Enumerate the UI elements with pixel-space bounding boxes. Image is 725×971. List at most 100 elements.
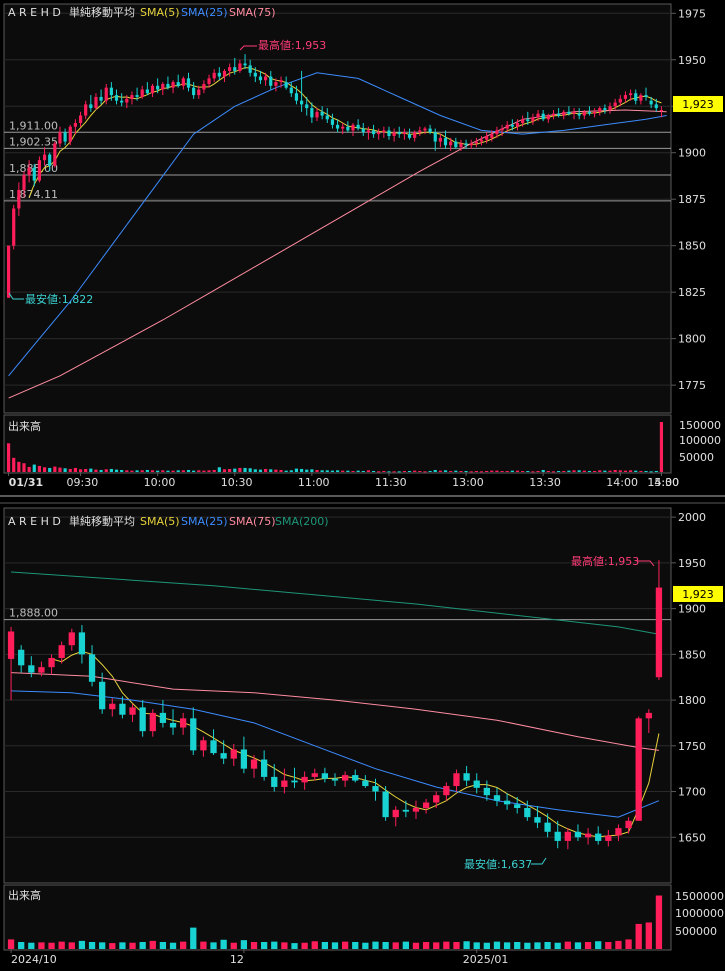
intraday-volume-tick-1: 150000 [679,419,721,432]
i-candle-body [279,80,283,83]
d-candle-body [311,773,318,777]
d-volume-bar [240,940,248,949]
i-volume-bar [387,471,391,473]
i-candle-body [258,76,263,81]
daily-legend-sma200: SMA(200) [275,515,329,528]
d-candle-body [210,740,217,754]
daily-reference-line: 1,888.00 [4,607,671,621]
intraday-high-label: 最高値:1,953 [258,38,326,52]
i-time-label-0: 01/31 [9,476,44,489]
i-volume-bar [469,471,473,473]
d-volume-bar [109,943,116,949]
i-candle-body [125,98,129,103]
i-candle-body [593,111,597,114]
d-price-tick-5: 1750 [678,740,706,753]
i-candle-body [608,106,612,110]
i-volume-bar [207,470,211,472]
d-volume-bar [615,940,622,949]
d-candle-body [78,632,86,655]
d-volume-bar [220,939,227,949]
i-volume-bar [474,470,478,472]
d-volume-bar [453,941,460,949]
i-volume-bar [289,470,293,472]
i-ref-label-3: 1,874.11 [9,188,58,201]
d-candle-body [129,707,136,715]
i-time-label-7: 13:30 [529,476,561,489]
i-candle-body [407,134,412,138]
d-candle-body [169,722,177,728]
d-volume-bar [382,941,389,949]
i-candle-body [521,119,525,123]
i-candle-body [73,122,77,127]
i-volume-bar [351,470,355,472]
d-volume-bar [524,942,531,949]
i-volume-bar [299,468,304,472]
d-candle-body [402,809,409,812]
d-candle-body [149,712,156,732]
d-candle-body [392,809,399,818]
i-candle-body [145,89,149,94]
i-price-tick-4: 1875 [678,193,706,206]
i-candle-body [335,124,340,129]
d-candle-body [544,822,551,832]
i-candle-body [449,141,453,146]
i-candle-body [289,87,293,94]
d-volume-bar [412,942,420,949]
intraday-volume-frame [3,414,672,474]
i-volume-bar [274,469,278,472]
d-candle-body [139,707,146,732]
daily-current-price-tag [673,586,723,602]
d-candle-body [433,795,440,803]
i-volume-bar [89,468,93,472]
i-time-label-1: 09:30 [67,476,99,489]
d-volume-bar [88,941,96,949]
intraday-candles [6,54,664,298]
intraday-legend-sma25: SMA(25) [181,6,228,19]
i-candle-body [171,82,175,88]
i-volume-bar [248,468,252,472]
i-volume-bar [94,469,98,472]
d-candle-body [230,749,237,759]
i-price-tick-7: 1800 [678,333,706,346]
i-volume-bar [217,467,221,472]
d-volume-bar [433,942,440,949]
i-volume-bar [212,469,216,472]
d-volume-bar [503,942,511,949]
i-candle-body [526,119,530,122]
d-volume-bar [180,941,187,949]
i-candle-body [346,126,350,131]
i-candle-body [515,122,520,127]
i-candle-body [577,113,581,116]
i-volume-bar [161,470,165,472]
d-price-tick-3: 1850 [678,648,706,661]
i-candle-body [320,111,324,116]
i-time-label-9: 14:30 [647,476,679,489]
d-candle-body [200,740,207,751]
i-volume-bar [145,469,149,472]
i-volume-bar [546,470,550,472]
i-volume-bar [618,470,622,472]
d-volume-bar [18,941,25,949]
daily-volume-bars [7,895,663,949]
daily-plot-frame [3,507,672,884]
i-candle-body [181,78,185,86]
i-volume-bar [222,469,227,472]
i-volume-bar [150,470,155,472]
d-candle-body [109,703,116,710]
intraday-legend-ticker: A R E H D [8,6,61,19]
i-candle-body [536,113,540,118]
i-candle-body [567,111,571,114]
d-price-tick-6: 1700 [678,786,706,799]
i-candle-body [562,111,566,116]
i-time-label-10: 15:00 [647,476,679,489]
i-volume-bar [536,470,540,472]
i-volume-bar [32,464,36,472]
i-volume-bar [135,470,139,472]
d-volume-bar [544,941,551,949]
i-volume-bar [109,468,113,472]
i-volume-bar [84,468,88,472]
d-volume-bar [635,923,642,949]
i-volume-bar [608,470,612,472]
intraday-volume-tick-3: 50000 [679,451,714,464]
intraday-volume: 出来高 150000 100000 50000 [3,414,721,474]
